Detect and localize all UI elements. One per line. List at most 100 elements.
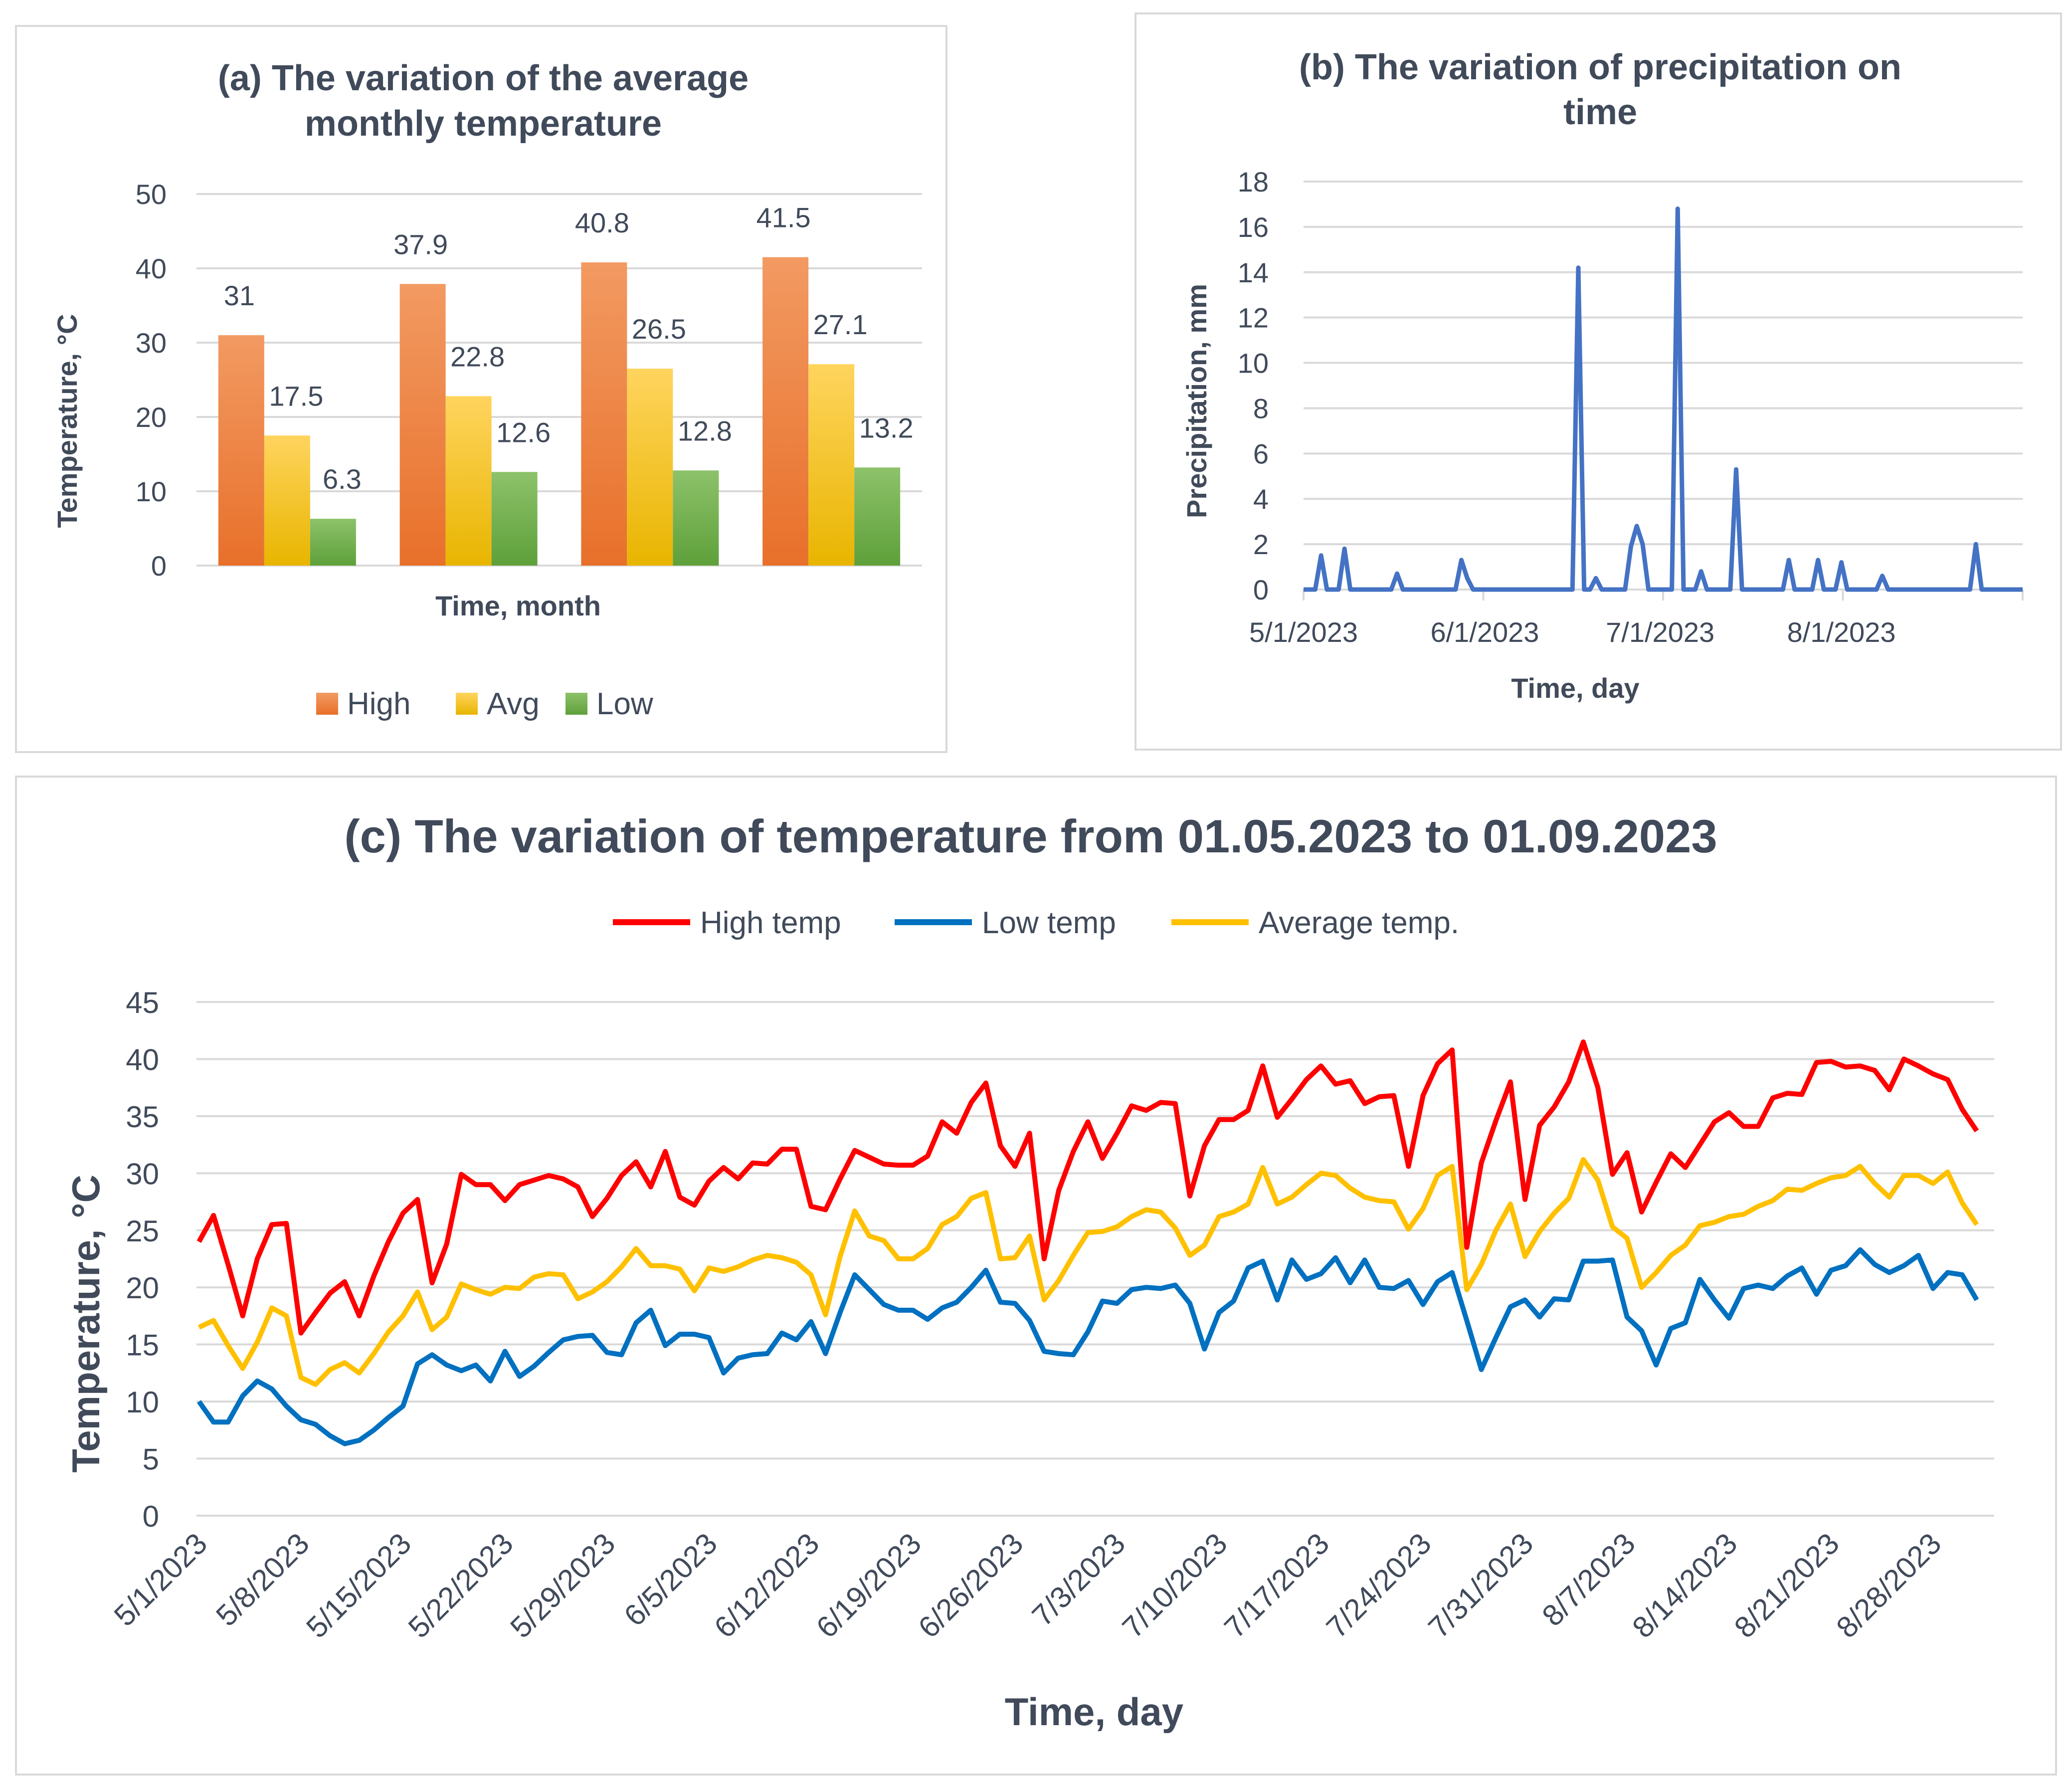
chart-a-data-label: 17.5 xyxy=(269,380,323,411)
chart-a-bar-low xyxy=(310,519,356,566)
chart-a-bar-low xyxy=(854,467,901,566)
chart-a-legend-label-low: Low xyxy=(596,687,653,721)
chart-c-line-low-temp xyxy=(196,1247,1979,1446)
chart-a-bar-avg xyxy=(808,364,855,566)
chart-a-bar-avg xyxy=(627,369,673,566)
chart-c-legend-label-average-temp: Average temp. xyxy=(1259,906,1459,940)
chart-a-title-line-2: monthly temperature xyxy=(305,104,662,144)
chart-a-data-label: 22.8 xyxy=(450,341,505,372)
chart-a-legend-swatch-high xyxy=(316,693,338,715)
chart-c-x-tick-label: 6/19/2023 xyxy=(810,1527,928,1644)
chart-c-x-tick-label: 8/14/2023 xyxy=(1626,1527,1743,1644)
chart-c-title: (c) The variation of temperature from 01… xyxy=(344,810,1717,862)
chart-b-x-tick-label: 5/1/2023 xyxy=(1249,616,1358,648)
chart-a-data-label: 26.5 xyxy=(632,313,686,345)
chart-b-y-tick-label: 8 xyxy=(1253,393,1269,424)
chart-a-bar-low xyxy=(673,470,719,566)
chart-b-title-line-2: time xyxy=(1563,92,1637,132)
chart-c-y-tick-label: 20 xyxy=(126,1271,159,1305)
chart-b-x-tick-label: 8/1/2023 xyxy=(1787,616,1896,648)
chart-a-y-tick-label: 10 xyxy=(136,476,167,507)
chart-c-x-tick-label: 6/12/2023 xyxy=(708,1527,825,1644)
chart-c-y-tick-label: 40 xyxy=(126,1043,159,1076)
chart-b-y-tick-label: 0 xyxy=(1253,574,1269,605)
chart-c-panel: (c) The variation of temperature from 01… xyxy=(15,776,2057,1776)
chart-a-data-label: 6.3 xyxy=(323,463,362,495)
chart-b-y-tick-label: 16 xyxy=(1238,211,1269,243)
chart-c-y-tick-label: 35 xyxy=(126,1100,159,1134)
chart-a-data-label: 37.9 xyxy=(393,228,448,260)
chart-b-y-tick-label: 6 xyxy=(1253,438,1269,469)
chart-c-x-tick-label: 7/3/2023 xyxy=(1026,1527,1132,1633)
chart-a-y-axis-label: Temperature, °C xyxy=(51,314,83,528)
chart-c-line-high-temp xyxy=(196,1039,1979,1336)
chart-a-bar-avg xyxy=(445,396,492,566)
chart-a-legend-label-avg: Avg xyxy=(487,687,540,721)
chart-c-x-tick-label: 7/10/2023 xyxy=(1116,1527,1234,1644)
chart-a-legend-swatch-low xyxy=(565,693,587,715)
chart-c-x-tick-label: 6/5/2023 xyxy=(617,1527,724,1633)
chart-b-y-tick-label: 4 xyxy=(1253,483,1269,515)
chart-a-y-tick-label: 50 xyxy=(136,179,167,210)
chart-c-x-tick-label: 5/8/2023 xyxy=(209,1527,316,1633)
chart-b-y-tick-label: 14 xyxy=(1238,257,1269,288)
chart-c-y-tick-label: 30 xyxy=(126,1157,159,1191)
chart-a-data-label: 41.5 xyxy=(756,202,811,233)
chart-a-title-line-1: (a) The variation of the average xyxy=(218,58,749,98)
chart-b-y-tick-label: 2 xyxy=(1253,529,1269,560)
chart-c-legend-label-low-temp: Low temp xyxy=(982,906,1116,940)
chart-a-bar-avg xyxy=(264,435,310,566)
chart-a-data-label: 31 xyxy=(224,280,255,311)
chart-c-y-tick-label: 5 xyxy=(143,1443,159,1476)
chart-c-x-tick-label: 6/26/2023 xyxy=(912,1527,1029,1644)
chart-b-y-tick-label: 12 xyxy=(1238,302,1269,334)
chart-b-y-axis-label: Precipitation, mm xyxy=(1181,284,1212,518)
chart-c-y-tick-label: 10 xyxy=(126,1386,159,1419)
chart-c-x-tick-label: 7/31/2023 xyxy=(1422,1527,1539,1644)
chart-a-bar-high xyxy=(581,262,627,566)
chart-c-x-axis-label: Time, day xyxy=(1005,1690,1183,1734)
chart-b-title-line-1: (b) The variation of precipitation on xyxy=(1299,47,1901,87)
chart-b-panel: (b) The variation of precipitation on ti… xyxy=(1134,12,2062,751)
chart-c-x-tick-label: 8/28/2023 xyxy=(1830,1527,1947,1644)
chart-a-y-tick-label: 40 xyxy=(136,253,167,284)
chart-a-panel: (a) The variation of the average monthly… xyxy=(15,25,947,753)
chart-a-data-label: 13.2 xyxy=(859,412,914,443)
chart-c-y-tick-label: 45 xyxy=(126,986,159,1019)
chart-a-data-label: 40.8 xyxy=(575,207,629,238)
chart-c-line-average-temp xyxy=(197,1157,1979,1387)
chart-b-y-tick-label: 10 xyxy=(1238,348,1269,379)
chart-a-data-label: 12.6 xyxy=(496,416,551,448)
chart-c-y-tick-label: 0 xyxy=(143,1500,159,1533)
chart-c-x-tick-label: 5/1/2023 xyxy=(108,1527,214,1633)
chart-c-y-tick-label: 15 xyxy=(126,1329,159,1362)
chart-c-x-tick-label: 8/7/2023 xyxy=(1535,1527,1642,1633)
chart-a-data-label: 27.1 xyxy=(813,309,868,340)
chart-b-x-axis-label: Time, day xyxy=(1511,672,1639,704)
chart-a-bar-high xyxy=(399,284,446,566)
chart-c-legend-label-high-temp: High temp xyxy=(700,906,841,940)
chart-a-svg: (a) The variation of the average monthly… xyxy=(51,58,922,721)
chart-a-y-tick-label: 0 xyxy=(151,550,167,582)
chart-a-legend-swatch-avg xyxy=(456,693,478,715)
chart-a-legend-label-high: High xyxy=(347,687,411,721)
chart-a-bar-low xyxy=(491,472,538,566)
chart-a-y-tick-label: 30 xyxy=(136,327,167,359)
chart-a-x-axis-label: Time, month xyxy=(435,590,601,621)
chart-c-x-tick-label: 7/24/2023 xyxy=(1320,1527,1438,1644)
chart-a-bar-high xyxy=(218,335,264,566)
chart-b-x-tick-label: 7/1/2023 xyxy=(1606,616,1714,648)
chart-c-x-tick-label: 5/15/2023 xyxy=(300,1527,417,1644)
chart-a-bar-high xyxy=(762,257,809,566)
chart-c-x-tick-label: 5/22/2023 xyxy=(402,1527,520,1644)
chart-b-x-tick-label: 6/1/2023 xyxy=(1430,616,1539,648)
chart-c-y-tick-label: 25 xyxy=(126,1214,159,1248)
chart-a-data-label: 12.8 xyxy=(678,415,732,446)
chart-a-y-tick-label: 20 xyxy=(136,401,167,433)
chart-c-x-tick-label: 8/21/2023 xyxy=(1728,1527,1846,1644)
chart-c-y-axis-label: Temperature, °C xyxy=(64,1175,108,1473)
chart-c-x-tick-label: 5/29/2023 xyxy=(504,1527,621,1644)
chart-b-svg: (b) The variation of precipitation on ti… xyxy=(1181,47,2024,704)
chart-b-y-tick-label: 18 xyxy=(1238,166,1269,198)
chart-c-svg: (c) The variation of temperature from 01… xyxy=(64,810,1994,1734)
